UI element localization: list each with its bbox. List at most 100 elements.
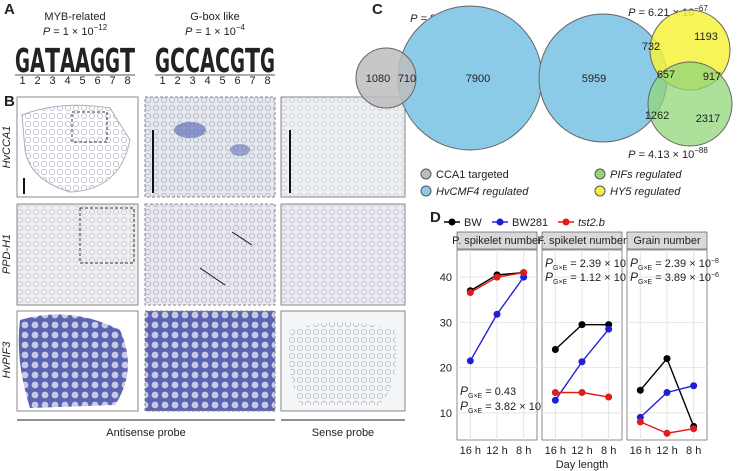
mean-point — [551, 346, 559, 354]
panel-label: C — [372, 1, 383, 18]
mean-point — [493, 310, 501, 318]
p-symbol: P — [545, 270, 553, 284]
logo-letter: T — [245, 43, 260, 81]
p-symbol: P — [185, 26, 193, 38]
logo-letter: T — [45, 43, 60, 81]
legend-dot — [562, 218, 570, 226]
position-label: 3 — [49, 75, 55, 87]
logo-letter: A — [75, 43, 90, 81]
position-label: 2 — [174, 75, 180, 87]
venn-count: 1262 — [645, 110, 669, 122]
venn-count: 710 — [398, 73, 416, 85]
position-label: 5 — [79, 75, 85, 87]
p-text: = 2.39 × 10 — [567, 258, 626, 270]
facet-strip — [541, 231, 623, 250]
x-tick-label: 12 h — [656, 445, 677, 457]
p-exponent: −4 — [236, 23, 246, 32]
tissue — [17, 204, 138, 305]
venn-set — [647, 61, 733, 147]
p-symbol: P — [628, 7, 636, 19]
panel-label: B — [4, 93, 15, 110]
p-subscript: G×E — [468, 393, 483, 400]
mean-point — [690, 382, 698, 390]
mean-point — [551, 389, 559, 396]
tissue — [145, 97, 275, 197]
position-label: 6 — [234, 75, 240, 87]
legend-label: HY5 regulated — [610, 186, 681, 198]
row-label: HvCCA1 — [1, 126, 13, 169]
image — [144, 310, 276, 412]
p-value: P = 4.13 × 10−88 — [628, 146, 708, 161]
logo-letter: A — [30, 43, 45, 81]
inset-box — [79, 207, 135, 264]
p-exponent: −12 — [94, 23, 108, 32]
logo-letter: C — [185, 43, 200, 81]
logo-letter: G — [15, 43, 30, 81]
p-symbol: P — [460, 384, 468, 398]
facet-strip — [626, 231, 708, 250]
logo-letter: G — [260, 43, 275, 81]
tissue — [281, 97, 405, 197]
annotation: PG×E = 2.39 × 10−8 — [630, 256, 719, 272]
position-label: 7 — [109, 75, 115, 87]
p-exponent: −88 — [694, 146, 708, 155]
logo-letter: G — [105, 43, 120, 81]
venn-count: 7900 — [466, 73, 490, 85]
mean-point — [466, 289, 474, 297]
mean-point — [636, 418, 644, 426]
p-symbol: P — [545, 256, 553, 270]
signal — [174, 122, 206, 138]
position-label: 8 — [124, 75, 130, 87]
mean-point — [636, 386, 644, 394]
x-tick-label: 8 h — [516, 445, 531, 457]
p-subscript: G×E — [638, 279, 653, 286]
p-subscript: G×E — [638, 265, 653, 272]
position-label: 1 — [19, 75, 25, 87]
position-label: 8 — [264, 75, 270, 87]
panel-label: D — [430, 209, 441, 226]
y-tick-label: 20 — [440, 363, 452, 375]
p-text: = 1.12 × 10 — [567, 272, 626, 284]
venn-count: 1193 — [694, 31, 718, 43]
venn-count: 732 — [642, 41, 660, 53]
p-value: P = 1 × 10−12 — [43, 23, 108, 38]
logo-letter: G — [230, 43, 245, 81]
tissue — [281, 204, 405, 305]
legend-label: CCA1 targeted — [436, 169, 509, 181]
x-tick-label: 8 h — [601, 445, 616, 457]
p-exponent: −6 — [711, 272, 719, 279]
p-text: = 0.43 — [482, 386, 516, 398]
p-text: = 3.82 × 10 — [482, 401, 541, 413]
signal — [230, 144, 250, 156]
legend-swatch — [420, 168, 432, 180]
p-symbol: P — [460, 399, 468, 413]
legend-swatch — [594, 185, 606, 197]
position-label: 7 — [249, 75, 255, 87]
x-tick-label: 12 h — [486, 445, 507, 457]
p-text: = 4.13 × 10 — [636, 149, 695, 161]
mean-point — [663, 355, 671, 363]
legend-label: PIFs regulated — [610, 169, 682, 181]
arrow — [199, 267, 226, 286]
column-label: Sense probe — [312, 427, 374, 439]
position-label: 5 — [219, 75, 225, 87]
position-label: 1 — [159, 75, 165, 87]
row-label: PPD-H1 — [1, 234, 13, 274]
micrographs — [16, 96, 406, 421]
annotation: PG×E = 0.43 — [460, 384, 516, 400]
legend-label: BW — [464, 217, 482, 229]
row-label: HvPIF3 — [1, 341, 13, 379]
legend-swatch — [420, 185, 432, 197]
mean-point — [605, 325, 613, 333]
mean-point — [466, 357, 474, 365]
legend-label: HvCMF4 regulated — [436, 186, 529, 198]
legend-swatch — [594, 168, 606, 180]
arrow — [231, 231, 253, 246]
tissue — [288, 322, 397, 405]
mean-point — [663, 389, 671, 396]
p-symbol: P — [410, 13, 418, 25]
mean-point — [578, 321, 586, 329]
legend-dot — [496, 218, 504, 226]
legend-label: tst2.b — [578, 217, 605, 229]
y-tick-label: 30 — [440, 317, 452, 329]
